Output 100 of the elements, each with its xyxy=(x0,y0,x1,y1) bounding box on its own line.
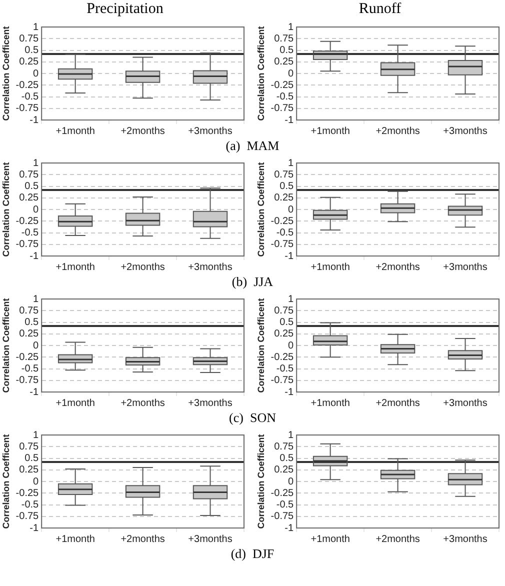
y-tick-label: 0.25 xyxy=(19,56,40,68)
x-tick-label: +3months xyxy=(188,398,232,409)
x-tick-label: +2months xyxy=(120,126,165,137)
y-tick-label: 0.75 xyxy=(19,305,40,316)
y-tick-label: 1 xyxy=(33,430,40,441)
y-tick-label: 0.5 xyxy=(280,317,294,328)
y-axis-title: Correlation Coefficent xyxy=(256,26,266,121)
y-tick-label: -0.75 xyxy=(270,511,294,522)
x-tick-label: +3months xyxy=(443,398,488,409)
x-tick-label: +3months xyxy=(443,126,488,137)
y-tick-label: 1 xyxy=(288,430,294,441)
x-tick-label: +1month xyxy=(310,398,350,409)
y-tick-label: 0.25 xyxy=(274,192,294,204)
y-tick-label: -1 xyxy=(284,386,294,398)
y-tick-label: -0.75 xyxy=(270,375,294,386)
y-tick-label: 0.25 xyxy=(19,328,40,340)
y-tick-label: -0.75 xyxy=(16,375,40,386)
y-tick-label: -0.5 xyxy=(276,500,294,510)
x-tick-label: +2months xyxy=(376,262,420,273)
y-tick-label: -0.25 xyxy=(270,216,294,227)
y-tick-label: 1 xyxy=(288,22,294,33)
y-axis-title: Correlation Coefficent xyxy=(256,162,266,257)
y-tick-label: 0.75 xyxy=(274,33,294,44)
y-tick-label: 0.5 xyxy=(24,45,40,56)
y-tick-label: -0.75 xyxy=(270,103,294,114)
y-tick-label: 0 xyxy=(288,68,294,80)
text: (d) DJF xyxy=(230,546,276,562)
y-tick-label: -1 xyxy=(30,386,40,398)
y-axis-title: Correlation Coefficent xyxy=(256,298,266,393)
x-tick-label: +1month xyxy=(56,262,95,273)
x-tick-label: +3months xyxy=(443,534,488,545)
y-tick-label: -1 xyxy=(30,250,40,262)
y-tick-label: 1 xyxy=(33,22,40,33)
y-tick-label: 1 xyxy=(33,158,40,169)
y-tick-label: 0.75 xyxy=(274,169,294,180)
y-tick-label: 0.5 xyxy=(280,453,294,464)
y-axis-title: Correlation Coefficent xyxy=(0,434,11,529)
y-tick-label: -0.75 xyxy=(16,511,40,522)
y-tick-label: -0.5 xyxy=(276,364,294,374)
chart-title: Precipitation xyxy=(86,0,164,18)
x-tick-label: +1month xyxy=(310,262,350,273)
x-tick-label: +3months xyxy=(188,262,232,273)
y-tick-label: -0.25 xyxy=(16,80,40,91)
y-tick-label: -1 xyxy=(284,522,294,534)
x-tick-label: +2months xyxy=(376,398,420,409)
y-axis-title: Correlation Coefficent xyxy=(0,298,11,393)
chart-title: Runoff xyxy=(358,0,402,18)
y-tick-label: 0 xyxy=(288,476,294,488)
x-tick-label: +2months xyxy=(376,534,420,545)
y-tick-label: 0.25 xyxy=(274,56,294,68)
y-tick-label: 1 xyxy=(288,294,294,305)
y-tick-label: -1 xyxy=(30,522,40,534)
y-tick-label: 0 xyxy=(33,476,40,488)
y-tick-label: -0.25 xyxy=(16,216,40,227)
y-tick-label: 0.25 xyxy=(274,464,294,476)
x-tick-label: +2months xyxy=(120,534,165,545)
y-tick-label: 0.75 xyxy=(274,305,294,316)
x-tick-label: +2months xyxy=(120,262,165,273)
y-tick-label: -0.5 xyxy=(276,228,294,238)
y-tick-label: -0.75 xyxy=(16,103,40,114)
text: (c) SON xyxy=(228,410,277,426)
y-tick-label: -1 xyxy=(284,250,294,262)
y-tick-label: 0 xyxy=(33,340,40,352)
y-tick-label: 0.75 xyxy=(19,33,40,44)
x-tick-label: +3months xyxy=(188,534,232,545)
x-tick-label: +1month xyxy=(56,534,95,545)
y-tick-label: 0.25 xyxy=(19,464,40,476)
y-tick-label: 1 xyxy=(33,294,40,305)
y-tick-label: -0.5 xyxy=(21,500,40,510)
y-tick-label: 0.25 xyxy=(19,192,40,204)
y-tick-label: 0 xyxy=(33,204,40,216)
y-tick-label: 0.5 xyxy=(24,317,40,328)
y-tick-label: 0 xyxy=(33,68,40,80)
y-tick-label: -0.25 xyxy=(270,80,294,91)
x-tick-label: +3months xyxy=(443,262,488,273)
y-tick-label: 0.5 xyxy=(280,181,294,192)
y-tick-label: 0 xyxy=(288,204,294,216)
y-tick-label: 0.5 xyxy=(280,45,294,56)
x-tick-label: +1month xyxy=(56,398,95,409)
x-tick-label: +1month xyxy=(310,534,350,545)
y-axis-title: Correlation Coefficent xyxy=(256,434,266,529)
y-tick-label: 0.75 xyxy=(19,441,40,452)
y-tick-label: -0.25 xyxy=(270,352,294,363)
y-tick-label: 0.75 xyxy=(19,169,40,180)
x-tick-label: +3months xyxy=(188,126,232,137)
y-tick-label: -0.5 xyxy=(21,92,40,102)
x-tick-label: +2months xyxy=(120,398,165,409)
text: (a) MAM xyxy=(224,138,280,154)
x-tick-label: +1month xyxy=(310,126,350,137)
y-tick-label: -0.75 xyxy=(16,239,40,250)
y-tick-label: 0.75 xyxy=(274,441,294,452)
x-tick-label: +1month xyxy=(56,126,95,137)
y-tick-label: -0.5 xyxy=(21,228,40,238)
y-axis-title: Correlation Coefficent xyxy=(0,26,11,121)
y-tick-label: -0.25 xyxy=(270,488,294,499)
y-tick-label: 1 xyxy=(288,158,294,169)
y-tick-label: -0.5 xyxy=(276,92,294,102)
y-tick-label: 0.5 xyxy=(24,453,40,464)
y-tick-label: 0 xyxy=(288,340,294,352)
y-tick-label: -0.75 xyxy=(270,239,294,250)
